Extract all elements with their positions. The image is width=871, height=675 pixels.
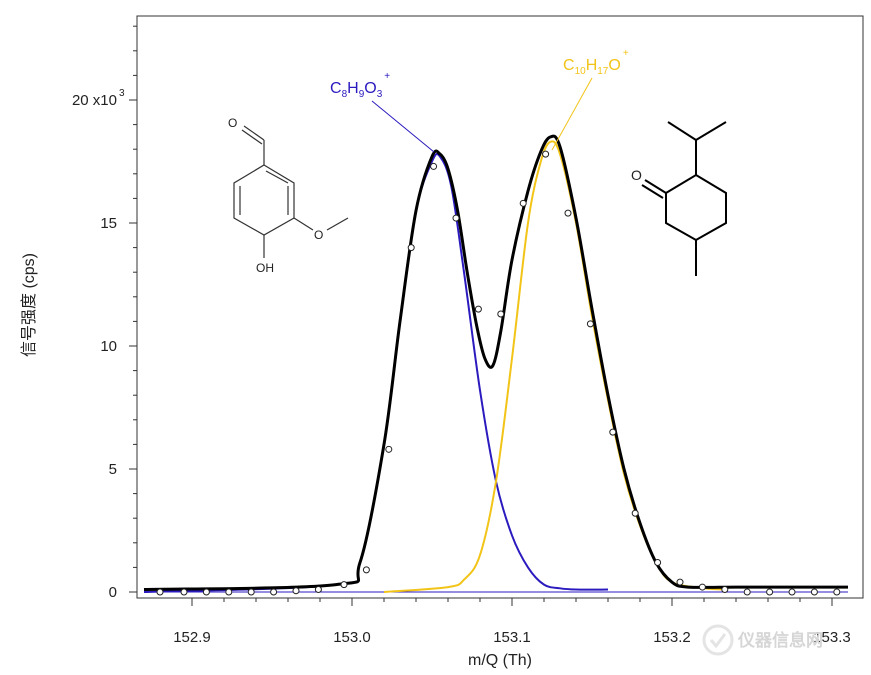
data-point	[631, 509, 639, 517]
data-point	[340, 581, 348, 589]
x-tick-label: 153.0	[333, 629, 371, 646]
data-point	[542, 150, 550, 158]
data-point	[430, 162, 438, 170]
vanillin-atom-oh: OH	[256, 261, 274, 275]
annotation-c8h9o3: C8H9O3+	[330, 71, 390, 100]
data-point	[225, 588, 233, 596]
vanillin-atom-o-methoxy: O	[314, 228, 323, 242]
y-tick-label: 10	[100, 338, 117, 355]
data-point	[676, 578, 684, 586]
data-point	[292, 587, 300, 595]
y-tick-label: 5	[109, 461, 117, 478]
series-line-c8h9o3	[143, 152, 609, 593]
data-point	[519, 199, 527, 207]
data-point	[654, 558, 662, 566]
data-point	[609, 428, 617, 436]
measured-points	[156, 150, 841, 596]
data-point	[407, 244, 415, 252]
y-multiplier-exponent: 3	[119, 88, 125, 99]
menthone-structure-icon	[641, 121, 727, 276]
data-point	[698, 583, 706, 591]
data-point	[766, 588, 774, 596]
data-point	[721, 586, 729, 594]
data-point	[743, 588, 751, 596]
x-axis-title: m/Q (Th)	[468, 652, 532, 669]
data-point	[314, 586, 322, 594]
y-axis-title: 信号强度 (cps)	[20, 253, 38, 357]
data-point	[452, 214, 460, 222]
data-point	[180, 588, 188, 596]
data-point	[788, 588, 796, 596]
series-line-sum	[143, 134, 848, 592]
data-point	[202, 588, 210, 596]
data-point	[833, 588, 841, 596]
x-tick-label: 153.3	[813, 629, 851, 646]
data-point	[497, 310, 505, 318]
plot-frame	[136, 15, 864, 599]
menthone-atom-o: O	[631, 167, 642, 183]
x-tick-label: 153.2	[653, 629, 691, 646]
data-point	[156, 588, 164, 596]
watermark-logo-icon	[702, 624, 734, 656]
vanillin-atom-o: O	[228, 116, 237, 130]
y-tick-label: 0	[109, 584, 117, 601]
y-axis: 0 5 10 15 20 x10	[72, 25, 137, 601]
x-tick-label: 152.9	[173, 629, 211, 646]
series-lines	[143, 134, 848, 593]
data-point	[564, 209, 572, 217]
data-point	[385, 445, 393, 453]
annotation-leader-c10h17o	[551, 77, 593, 151]
vanillin-structure-icon	[233, 125, 349, 258]
x-axis: 152.9 153.0 153.1 153.2 153.3	[173, 598, 851, 646]
watermark-text: 仪器信息网	[737, 630, 823, 651]
data-point	[586, 320, 594, 328]
x-tick-label: 153.1	[493, 629, 531, 646]
data-point	[474, 305, 482, 313]
y-tick-label: 15	[100, 215, 117, 232]
data-point	[810, 588, 818, 596]
y-tick-label: 20 x10	[72, 92, 117, 109]
annotation-c10h17o: C10H17O+	[563, 48, 629, 77]
series-line-c10h17o	[383, 140, 729, 593]
annotation-leader-c8h9o3	[371, 100, 435, 153]
data-point	[270, 588, 278, 596]
data-point	[247, 588, 255, 596]
data-point	[362, 566, 370, 574]
